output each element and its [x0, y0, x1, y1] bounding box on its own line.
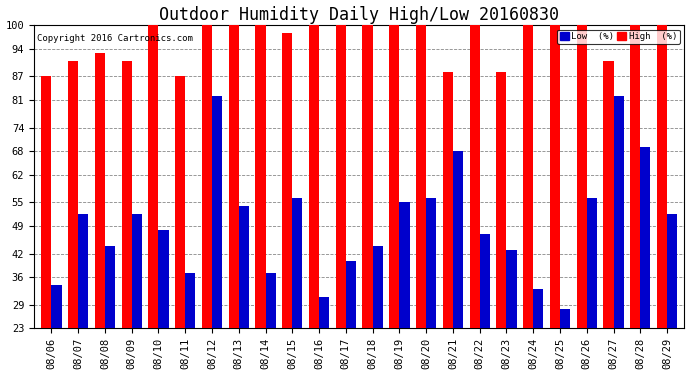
Bar: [335, 25, 346, 328]
Text: Copyright 2016 Cartronics.com: Copyright 2016 Cartronics.com: [37, 34, 193, 43]
Bar: [640, 147, 651, 328]
Bar: [577, 25, 586, 328]
Bar: [121, 61, 132, 328]
Legend: Low  (%), High  (%): Low (%), High (%): [557, 30, 680, 44]
Bar: [496, 72, 506, 328]
Bar: [282, 33, 293, 328]
Bar: [533, 289, 544, 328]
Bar: [346, 261, 356, 328]
Bar: [657, 25, 667, 328]
Bar: [469, 25, 480, 328]
Bar: [293, 198, 302, 328]
Bar: [586, 198, 597, 328]
Bar: [228, 25, 239, 328]
Bar: [68, 61, 78, 328]
Bar: [480, 234, 490, 328]
Bar: [202, 25, 212, 328]
Title: Outdoor Humidity Daily High/Low 20160830: Outdoor Humidity Daily High/Low 20160830: [159, 6, 559, 24]
Bar: [630, 25, 640, 328]
Bar: [78, 214, 88, 328]
Bar: [443, 72, 453, 328]
Bar: [506, 250, 517, 328]
Bar: [159, 230, 168, 328]
Bar: [266, 273, 276, 328]
Bar: [603, 61, 613, 328]
Bar: [309, 25, 319, 328]
Bar: [255, 25, 266, 328]
Bar: [560, 309, 570, 328]
Bar: [212, 96, 222, 328]
Bar: [52, 285, 61, 328]
Bar: [667, 214, 677, 328]
Bar: [105, 246, 115, 328]
Bar: [453, 151, 463, 328]
Bar: [400, 202, 410, 328]
Bar: [416, 25, 426, 328]
Bar: [148, 25, 159, 328]
Bar: [41, 76, 52, 328]
Bar: [523, 25, 533, 328]
Bar: [550, 25, 560, 328]
Bar: [175, 76, 185, 328]
Bar: [613, 96, 624, 328]
Bar: [389, 25, 400, 328]
Bar: [373, 246, 383, 328]
Bar: [239, 206, 249, 328]
Bar: [362, 25, 373, 328]
Bar: [319, 297, 329, 328]
Bar: [132, 214, 142, 328]
Bar: [185, 273, 195, 328]
Bar: [95, 53, 105, 328]
Bar: [426, 198, 436, 328]
